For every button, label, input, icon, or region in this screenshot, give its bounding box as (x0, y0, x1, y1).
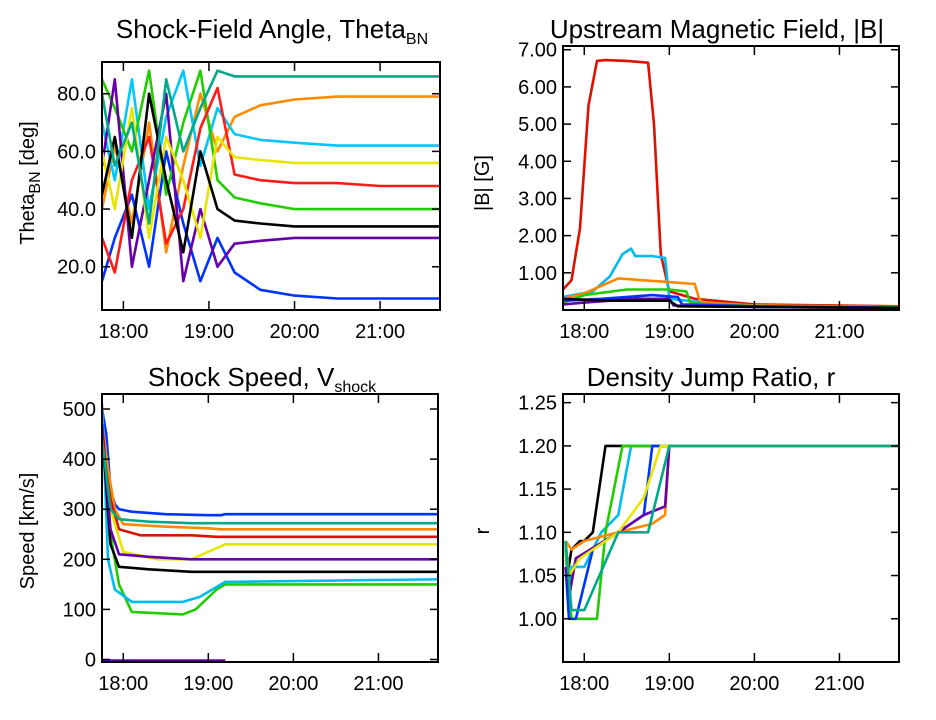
panel-theta: Shock-Field Angle, ThetaBN ThetaBN [deg]… (17, 14, 441, 343)
y-tick-label: 1.00 (518, 609, 557, 631)
panel-title: Upstream Magnetic Field, |B| (550, 14, 884, 44)
y-tick-label: 1.25 (518, 393, 557, 415)
y-tick-label: 200 (63, 549, 96, 571)
x-tick-label: 20:00 (729, 673, 779, 695)
x-tick-label: 18:00 (559, 673, 609, 695)
x-tick-label: 19:00 (644, 673, 694, 695)
y-tick-label: 400 (63, 449, 96, 471)
y-tick-label: 2.00 (518, 226, 557, 248)
series-line-7 (102, 92, 440, 254)
plot-area (563, 58, 899, 310)
series-line-6 (102, 429, 438, 574)
series-line-8 (102, 69, 440, 225)
y-tick-label: 60.0 (57, 141, 96, 163)
x-tick-label: 20:00 (268, 673, 318, 695)
y-tick-label: 0 (85, 649, 96, 671)
series-line-3 (102, 448, 438, 561)
plot-frame (562, 393, 900, 663)
y-tick-label: 4.00 (518, 151, 557, 173)
series-line-1 (102, 418, 438, 531)
y-tick-labels: 0 100 200 300 400 500 (63, 399, 438, 671)
series-line-7 (102, 423, 438, 561)
x-tick-label: 19:00 (184, 321, 234, 343)
panel-vshock: Shock Speed, Vshock Speed [km/s] 0 100 200… (17, 362, 439, 695)
y-axis-label: |B| [G] (472, 155, 494, 211)
y-tick-label: 40.0 (57, 199, 96, 221)
plot-area (564, 444, 899, 621)
series-line-2 (102, 69, 440, 211)
y-tick-label: 3.00 (518, 188, 557, 210)
series-line-0 (563, 58, 899, 308)
series-line-4 (102, 86, 440, 274)
panel-title: Shock Speed, Vshock (148, 362, 377, 396)
y-tick-label: 1.20 (518, 436, 557, 458)
panel-ratio: Density Jump Ratio, r r 1.00 1.05 1.10 1.15… (472, 362, 900, 695)
plot-frame (101, 393, 439, 663)
x-tick-label: 18:00 (559, 321, 609, 343)
series-line-6 (563, 297, 899, 310)
series-line-5 (102, 78, 440, 283)
x-tick-label: 21:00 (814, 673, 864, 695)
plot-area (102, 69, 440, 300)
series-line-6 (102, 106, 440, 240)
series-line-5 (102, 403, 438, 604)
panel-title: Density Jump Ratio, r (587, 362, 836, 392)
x-tick-label: 19:00 (183, 673, 233, 695)
x-tick-labels: 18:00 19:00 20:00 21:00 (98, 394, 403, 695)
y-tick-labels: 1.00 2.00 3.00 4.00 5.00 6.00 7.00 (518, 40, 899, 285)
x-tick-labels: 18:00 19:00 20:00 21:00 (98, 62, 405, 343)
panel-bfield: Upstream Magnetic Field, |B| |B| [G] 1.0… (472, 14, 900, 343)
x-tick-labels: 18:00 19:00 20:00 21:00 (559, 394, 864, 695)
series-line-7 (564, 444, 899, 612)
y-tick-label: 300 (63, 499, 96, 521)
y-tick-label: 500 (63, 399, 96, 421)
series-line-8 (102, 438, 438, 525)
y-axis-label: ThetaBN [deg] (17, 121, 44, 244)
y-tick-label: 7.00 (518, 40, 557, 62)
y-tick-labels: 1.00 1.05 1.10 1.15 1.20 1.25 (518, 393, 899, 631)
x-tick-label: 21:00 (353, 673, 403, 695)
series-group (102, 69, 440, 300)
y-tick-label: 100 (63, 599, 96, 621)
series-group (563, 58, 899, 310)
y-tick-label: 80.0 (57, 84, 96, 106)
y-tick-label: 20.0 (57, 257, 96, 279)
y-tick-label: 6.00 (518, 77, 557, 99)
y-axis-label: r (472, 527, 494, 534)
plot-frame (101, 61, 441, 311)
y-tick-label: 1.05 (518, 566, 557, 588)
y-axis-label: Speed [km/s] (17, 473, 39, 590)
series-line-6 (564, 444, 899, 577)
x-tick-label: 18:00 (98, 321, 148, 343)
series-line-2 (102, 443, 438, 539)
y-tick-label: 1.15 (518, 479, 557, 501)
panel-title: Shock-Field Angle, ThetaBN (116, 14, 428, 48)
plot-area (102, 403, 438, 662)
series-line-0 (102, 408, 438, 517)
y-tick-label: 5.00 (518, 114, 557, 136)
x-tick-label: 21:00 (355, 321, 405, 343)
x-tick-label: 21:00 (814, 321, 864, 343)
series-group (564, 444, 899, 621)
plot-frame (562, 45, 900, 311)
x-tick-labels: 18:00 19:00 20:00 21:00 (559, 46, 864, 343)
y-tick-labels: 20.0 40.0 60.0 80.0 (57, 84, 440, 279)
x-tick-label: 18:00 (98, 673, 148, 695)
series-line-0 (564, 444, 899, 577)
y-tick-label: 1.00 (518, 263, 557, 285)
series-group (102, 403, 438, 662)
x-tick-label: 20:00 (270, 321, 320, 343)
y-tick-label: 1.10 (518, 522, 557, 544)
x-tick-label: 20:00 (729, 321, 779, 343)
x-tick-label: 19:00 (644, 321, 694, 343)
